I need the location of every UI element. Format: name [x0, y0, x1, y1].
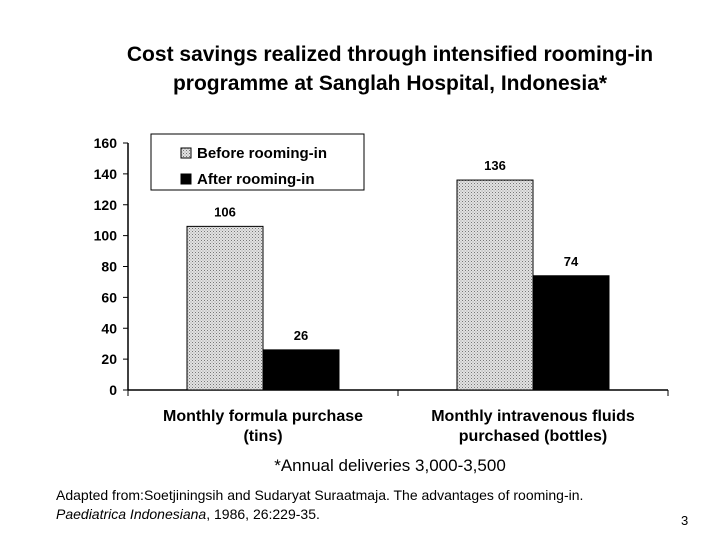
- source-line-1: Adapted from:Soetjiningsih and Sudaryat …: [56, 487, 584, 503]
- y-tick-label: 140: [94, 166, 118, 182]
- bar-before-2: [456, 179, 534, 391]
- bar-after-2: [532, 275, 610, 391]
- data-label: 106: [214, 204, 236, 219]
- y-tick-label: 60: [101, 289, 117, 305]
- data-label: 74: [564, 254, 579, 269]
- y-tick-label: 100: [94, 228, 118, 244]
- data-label: 26: [294, 328, 308, 343]
- y-tick-label: 0: [109, 382, 117, 398]
- page-number: 3: [681, 513, 689, 528]
- footnote: *Annual deliveries 3,000-3,500: [274, 456, 506, 475]
- bar-after-1: [262, 349, 340, 391]
- x-category-label: purchased (bottles): [459, 428, 607, 445]
- chart-title-line-1: Cost savings realized through intensifie…: [126, 43, 654, 66]
- x-category-label: (tins): [243, 428, 282, 445]
- y-tick-label: 80: [101, 259, 117, 275]
- legend-label-before: Before rooming-in: [197, 145, 327, 162]
- data-label: 136: [484, 158, 506, 173]
- y-tick-label: 40: [101, 320, 117, 336]
- y-tick-label: 160: [94, 135, 118, 151]
- bar-before-1: [186, 225, 264, 391]
- y-tick-label: 20: [101, 351, 117, 367]
- source-citation: Adapted from:Soetjiningsih and Sudaryat …: [56, 486, 583, 524]
- y-tick-label: 120: [94, 197, 118, 213]
- legend-label-after: After rooming-in: [197, 171, 315, 188]
- x-category-label: Monthly formula purchase: [163, 408, 363, 425]
- source-details: , 1986, 26:229-35.: [206, 506, 320, 522]
- chart-title: Cost savings realized through intensifie…: [40, 40, 720, 98]
- legend-swatch-before: [180, 147, 192, 159]
- source-line-2: Paediatrica Indonesiana, 1986, 26:229-35…: [56, 505, 583, 524]
- x-category-label: Monthly intravenous fluids: [431, 408, 635, 425]
- source-journal: Paediatrica Indonesiana: [56, 506, 207, 522]
- chart-title-line-2: programme at Sanglah Hospital, Indonesia…: [172, 72, 608, 95]
- legend-swatch-after: [180, 173, 192, 185]
